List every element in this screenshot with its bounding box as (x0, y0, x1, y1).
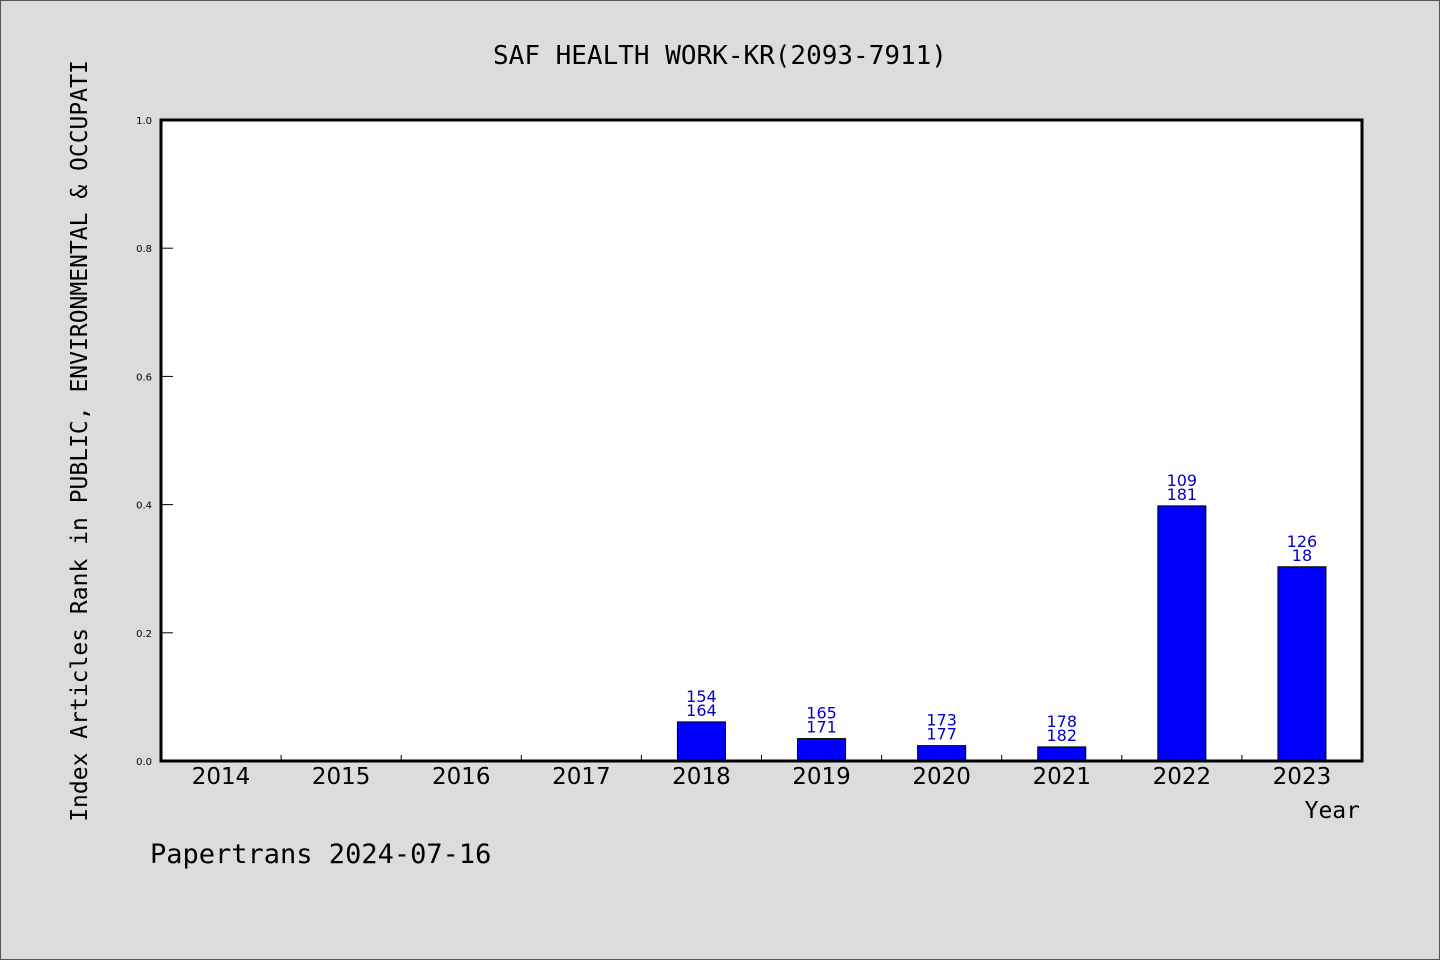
x-axis-ticks: 2014 2015 2016 2017 2018 2019 2020 2021 2022 2023 (192, 755, 1331, 790)
bar-2021 (1037, 746, 1087, 762)
y-tick-label: 0.8 (136, 244, 152, 255)
bar-2018 (676, 721, 726, 762)
y-tick-label: 0.0 (136, 757, 152, 768)
chart-title: SAF HEALTH WORK-KR(2093-7911) (493, 41, 947, 71)
bar-label-bottom: 181 (1167, 485, 1198, 504)
x-tick-label: 2017 (552, 764, 611, 790)
bar-label-bottom: 171 (806, 718, 837, 737)
plot-border (159, 118, 1364, 763)
x-tick-label: 2014 (192, 764, 251, 790)
y-axis-label: Index Articles Rank in PUBLIC, ENVIRONME… (67, 60, 93, 822)
bar-2020 (917, 745, 967, 762)
x-tick-label: 2020 (912, 764, 971, 790)
x-tick-label: 2016 (432, 764, 491, 790)
x-tick-label: 2019 (792, 764, 851, 790)
x-tick-label: 2015 (312, 764, 371, 790)
x-tick-label: 2022 (1153, 764, 1212, 790)
x-tick-label: 2021 (1032, 764, 1091, 790)
footer-stamp: Papertrans 2024-07-16 (150, 839, 491, 870)
bar-label-top: 173 (926, 711, 957, 730)
x-tick-label: 2023 (1273, 764, 1332, 790)
x-tick-label: 2018 (672, 764, 731, 790)
bar-2023 (1277, 566, 1327, 762)
bar-2022 (1157, 505, 1207, 762)
x-axis-label: Year (1305, 798, 1360, 824)
bar-label-top: 178 (1046, 712, 1077, 731)
y-tick-label: 1.0 (136, 116, 152, 127)
bar-label-bottom: 182 (1046, 726, 1077, 745)
bar-label-top: 109 (1167, 471, 1198, 490)
bar-2019 (797, 738, 847, 762)
bar-label-bottom: 177 (926, 725, 957, 744)
y-tick-label: 0.6 (136, 372, 152, 383)
bar-label-top: 154 (686, 687, 717, 706)
bar-label-top: 165 (806, 704, 837, 723)
bar-label-bottom: 18 (1292, 546, 1312, 565)
y-tick-label: 0.2 (136, 629, 152, 640)
bar-label-top: 126 (1287, 532, 1318, 551)
bar-label-bottom: 164 (686, 701, 717, 720)
bars (676, 505, 1327, 762)
y-tick-label: 0.4 (136, 501, 152, 512)
